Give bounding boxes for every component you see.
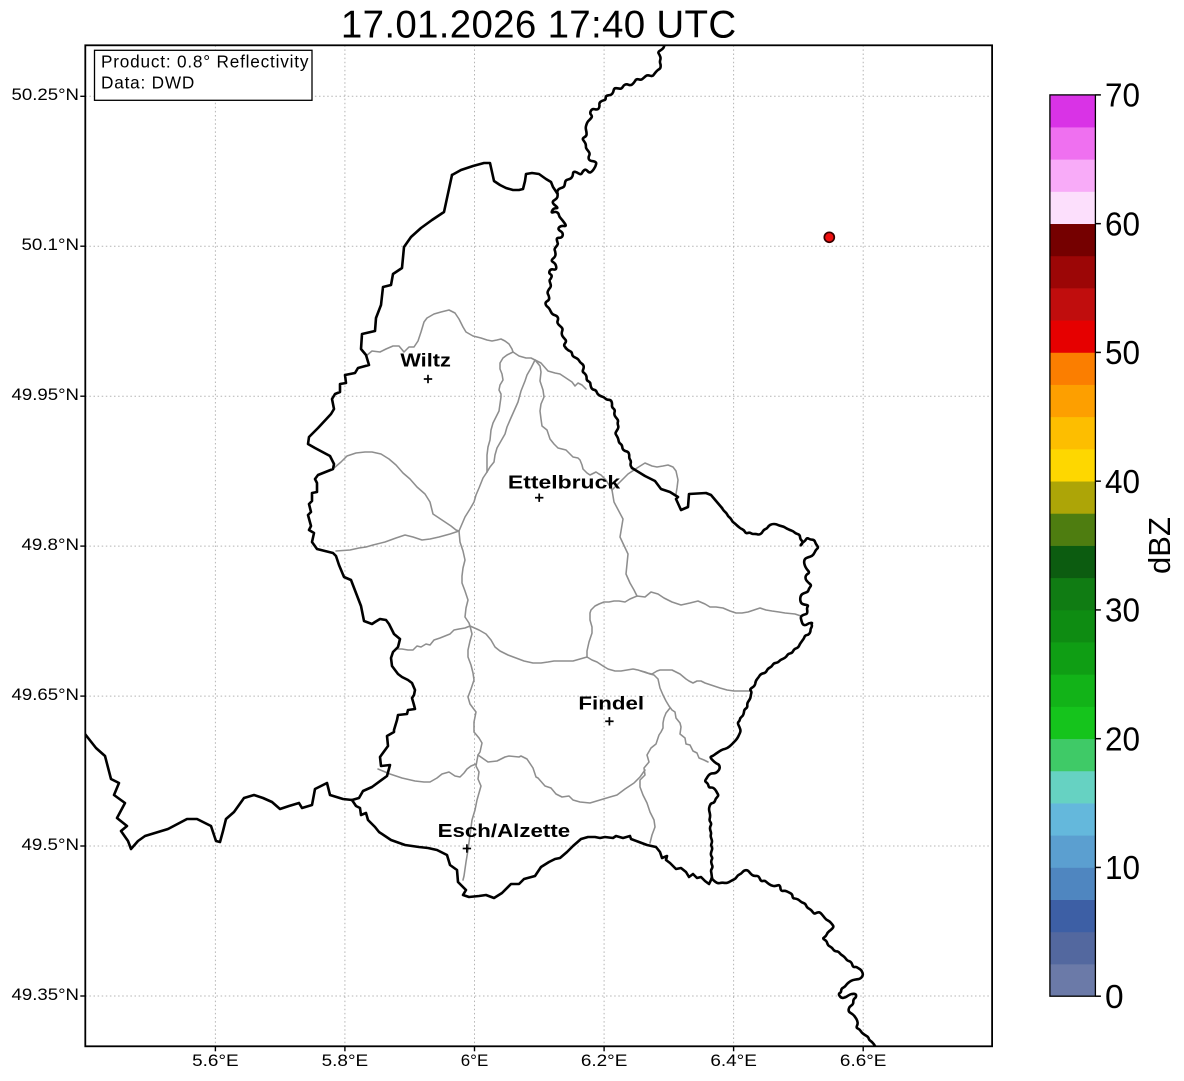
- svg-text:0: 0: [1105, 979, 1124, 1016]
- svg-text:6°E: 6°E: [461, 1052, 489, 1070]
- svg-text:dBZ: dBZ: [1142, 517, 1177, 574]
- svg-text:Product: 0.8° Reflectivity: Product: 0.8° Reflectivity: [101, 52, 309, 72]
- svg-text:10: 10: [1105, 850, 1140, 887]
- svg-text:40: 40: [1105, 464, 1140, 501]
- svg-text:70: 70: [1105, 78, 1140, 115]
- svg-text:Data: DWD: Data: DWD: [101, 73, 195, 93]
- svg-text:20: 20: [1105, 721, 1140, 758]
- svg-text:17.01.2026 17:40 UTC: 17.01.2026 17:40 UTC: [341, 3, 737, 46]
- svg-text:Ettelbruck: Ettelbruck: [508, 472, 621, 493]
- svg-text:6.2°E: 6.2°E: [581, 1052, 628, 1070]
- svg-text:49.5°N: 49.5°N: [22, 835, 80, 854]
- svg-text:50: 50: [1105, 335, 1140, 372]
- svg-text:50.1°N: 50.1°N: [22, 235, 80, 254]
- svg-text:49.95°N: 49.95°N: [12, 385, 80, 404]
- svg-text:6.4°E: 6.4°E: [710, 1052, 757, 1070]
- svg-text:50.25°N: 50.25°N: [12, 85, 80, 104]
- svg-text:60: 60: [1105, 206, 1140, 243]
- svg-text:Findel: Findel: [578, 693, 644, 714]
- svg-text:49.8°N: 49.8°N: [22, 535, 80, 554]
- svg-text:49.35°N: 49.35°N: [12, 985, 80, 1004]
- svg-text:Wiltz: Wiltz: [400, 350, 451, 371]
- svg-text:5.6°E: 5.6°E: [192, 1052, 239, 1070]
- svg-text:30: 30: [1105, 593, 1140, 630]
- svg-text:Esch/Alzette: Esch/Alzette: [438, 820, 571, 841]
- svg-text:49.65°N: 49.65°N: [12, 685, 80, 704]
- svg-text:5.8°E: 5.8°E: [322, 1052, 369, 1070]
- svg-text:6.6°E: 6.6°E: [840, 1052, 887, 1070]
